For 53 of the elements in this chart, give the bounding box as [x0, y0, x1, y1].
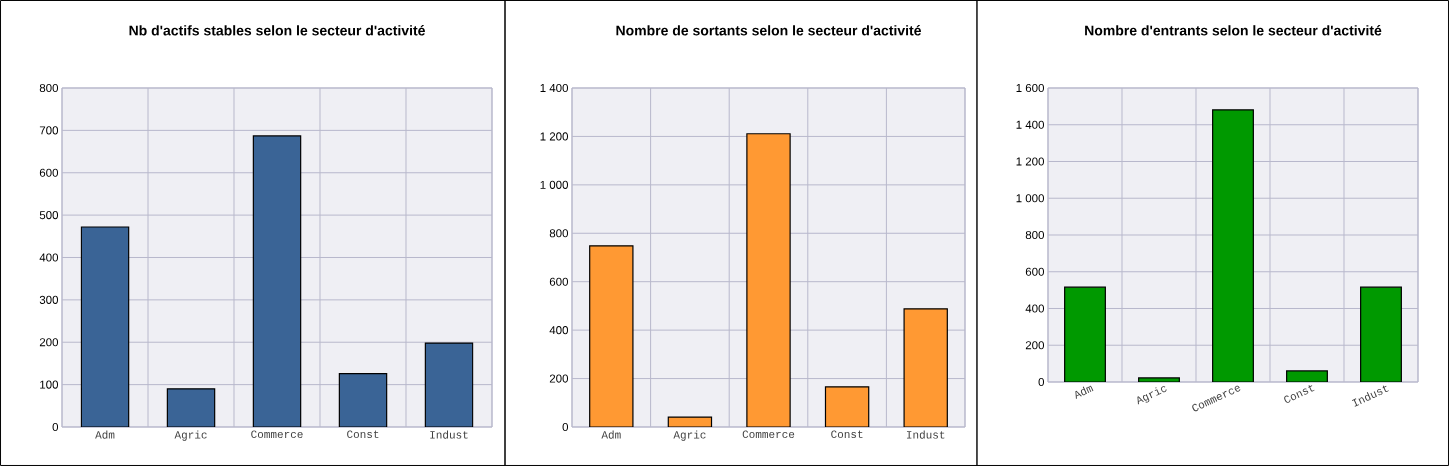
- y-tick-label: 1 400: [540, 83, 569, 93]
- bar: [903, 308, 948, 427]
- x-tick-label: Const: [1284, 384, 1315, 403]
- bar: [1212, 109, 1254, 382]
- chart-title: Nb d'actifs stables selon le secteur d'activité: [129, 25, 425, 36]
- bar: [424, 342, 474, 427]
- x-tick-label: Commerce: [251, 430, 303, 438]
- y-tick-label: 800: [39, 83, 59, 93]
- x-tick-label: Adm: [601, 430, 621, 439]
- bar: [1360, 286, 1402, 382]
- x-tick-label: Indust: [906, 430, 945, 439]
- bar: [589, 245, 634, 427]
- x-tick-label: Adm: [95, 430, 115, 439]
- y-tick-label: 200: [549, 374, 569, 383]
- bar: [80, 226, 130, 427]
- bar: [824, 386, 870, 427]
- bar: [1064, 286, 1106, 382]
- y-tick-label: 300: [39, 295, 59, 304]
- chart-title: Nombre de sortants selon le secteur d'activité: [616, 25, 921, 36]
- y-tick-label: 1 400: [1016, 120, 1044, 129]
- y-tick-label: 200: [1025, 341, 1045, 350]
- y-tick-label: 100: [40, 380, 59, 389]
- y-tick-label: 1 200: [1016, 157, 1044, 166]
- x-tick-label: Const: [347, 430, 379, 438]
- y-tick-label: 400: [39, 253, 59, 262]
- y-tick-label: 400: [1025, 304, 1045, 313]
- y-tick-label: 0: [562, 422, 569, 432]
- y-tick-label: 700: [39, 126, 59, 135]
- y-tick-label: 600: [549, 277, 569, 286]
- y-tick-label: 800: [1025, 230, 1045, 240]
- bar: [746, 133, 791, 427]
- y-tick-label: 0: [52, 422, 59, 432]
- x-tick-label: Indust: [430, 430, 468, 439]
- y-tick-label: 800: [549, 229, 569, 238]
- y-tick-label: 500: [39, 211, 59, 220]
- chart-title: Nombre d'entrants selon le secteur d'activité: [1085, 25, 1382, 36]
- y-tick-label: 1 600: [1016, 83, 1044, 93]
- y-tick-label: 200: [39, 338, 59, 347]
- y-tick-label: 400: [549, 326, 569, 335]
- x-tick-label: Const: [831, 430, 863, 438]
- y-tick-label: 600: [1025, 267, 1045, 276]
- y-tick-label: 1 000: [540, 180, 569, 189]
- y-tick-label: 600: [39, 168, 59, 177]
- y-tick-label: 0: [1038, 377, 1045, 387]
- x-tick-label: Commerce: [742, 430, 795, 438]
- x-tick-label: Adm: [1075, 385, 1094, 399]
- bar: [166, 388, 216, 427]
- bar: [252, 135, 302, 427]
- x-tick-label: Agric: [174, 430, 207, 441]
- bar: [338, 373, 388, 427]
- y-tick-label: 1 000: [1016, 194, 1044, 203]
- x-tick-label: Agric: [673, 430, 706, 441]
- y-tick-label: 1 200: [540, 132, 569, 141]
